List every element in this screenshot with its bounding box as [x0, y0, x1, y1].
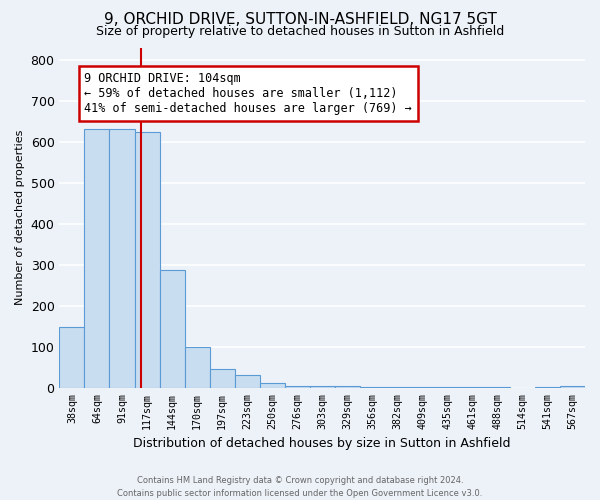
- Bar: [310, 386, 335, 388]
- Bar: [284, 386, 310, 388]
- Bar: [560, 386, 585, 388]
- Bar: [335, 386, 360, 388]
- Y-axis label: Number of detached properties: Number of detached properties: [15, 130, 25, 306]
- Bar: [134, 132, 160, 388]
- Text: Contains HM Land Registry data © Crown copyright and database right 2024.
Contai: Contains HM Land Registry data © Crown c…: [118, 476, 482, 498]
- Bar: [235, 374, 260, 388]
- Bar: [160, 270, 185, 388]
- Text: Size of property relative to detached houses in Sutton in Ashfield: Size of property relative to detached ho…: [96, 25, 504, 38]
- Bar: [59, 327, 85, 388]
- Text: 9, ORCHID DRIVE, SUTTON-IN-ASHFIELD, NG17 5GT: 9, ORCHID DRIVE, SUTTON-IN-ASHFIELD, NG1…: [104, 12, 496, 28]
- Text: 9 ORCHID DRIVE: 104sqm
← 59% of detached houses are smaller (1,112)
41% of semi-: 9 ORCHID DRIVE: 104sqm ← 59% of detached…: [85, 72, 412, 115]
- Bar: [185, 347, 209, 388]
- Bar: [209, 370, 235, 388]
- X-axis label: Distribution of detached houses by size in Sutton in Ashfield: Distribution of detached houses by size …: [133, 437, 511, 450]
- Bar: [260, 383, 284, 388]
- Bar: [109, 128, 134, 388]
- Bar: [85, 128, 109, 388]
